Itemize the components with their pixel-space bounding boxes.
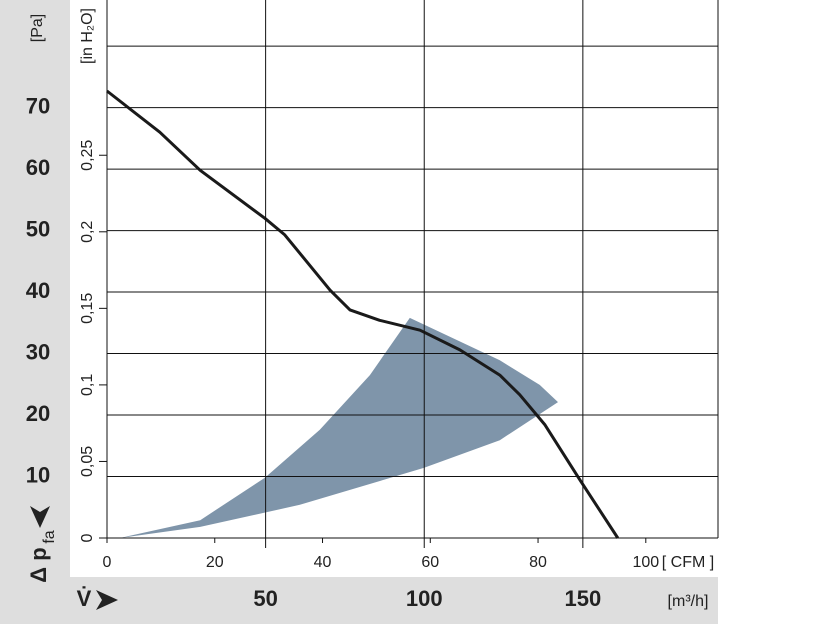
y2-tick-label: 0 bbox=[79, 533, 96, 542]
bottom-band bbox=[70, 577, 718, 624]
y-tick-label: 10 bbox=[26, 462, 50, 487]
y2-tick-label: 0,15 bbox=[79, 293, 96, 324]
y2-tick-label: 0,25 bbox=[79, 140, 96, 171]
x-tick-label: 40 bbox=[314, 554, 332, 571]
x-label: [ CFM ] bbox=[662, 554, 714, 571]
x2-tick-label: 50 bbox=[253, 586, 277, 611]
series-group bbox=[106, 89, 620, 539]
plot bbox=[106, 0, 719, 539]
y-label: [Pa] bbox=[29, 14, 46, 42]
x2-tick-label: 150 bbox=[564, 586, 601, 611]
operating-area bbox=[119, 317, 559, 538]
y-symbol-sub: fa bbox=[41, 530, 58, 543]
x-tick-label: 100 bbox=[632, 554, 659, 571]
y-tick-label: 30 bbox=[26, 339, 50, 364]
y2-tick-label: 0,2 bbox=[79, 221, 96, 243]
y2-tick-label: 0,05 bbox=[79, 446, 96, 477]
y-symbol: Δ p bbox=[26, 547, 51, 582]
x2-symbol: V̇ bbox=[77, 586, 92, 611]
y2-label: [in H₂O] bbox=[79, 8, 96, 64]
x-tick-label: 0 bbox=[103, 554, 112, 571]
y-tick-label: 20 bbox=[26, 401, 50, 426]
x-tick-label: 60 bbox=[421, 554, 439, 571]
y-tick-label: 70 bbox=[26, 93, 50, 118]
y2-tick-label: 0,1 bbox=[79, 374, 96, 396]
x2-label: [m³/h] bbox=[668, 593, 709, 610]
x-arrow bbox=[96, 590, 118, 610]
y-tick-label: 40 bbox=[26, 278, 50, 303]
y-arrow bbox=[30, 506, 50, 528]
x-tick-label: 80 bbox=[529, 554, 547, 571]
x2-tick-label: 100 bbox=[406, 586, 443, 611]
left-band bbox=[0, 0, 70, 624]
x-tick-label: 20 bbox=[206, 554, 224, 571]
y-tick-label: 50 bbox=[26, 216, 50, 241]
y-tick-label: 60 bbox=[26, 155, 50, 180]
